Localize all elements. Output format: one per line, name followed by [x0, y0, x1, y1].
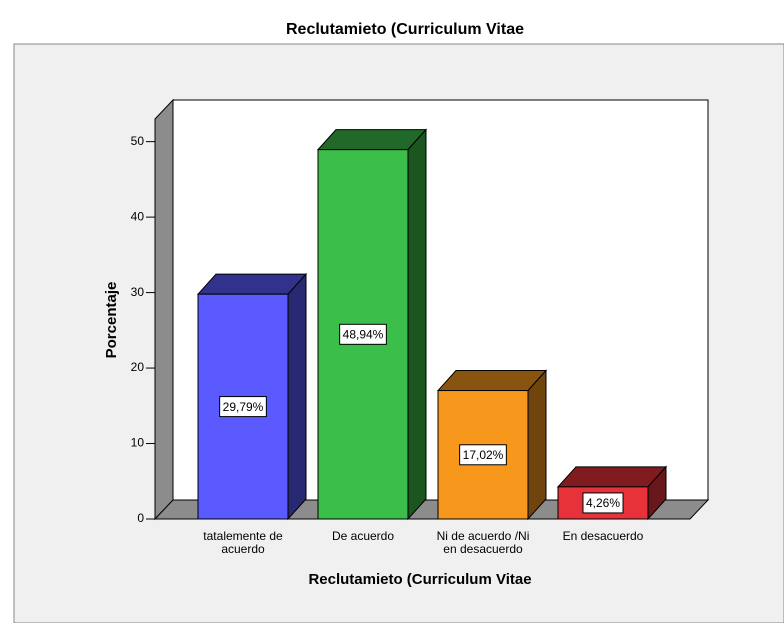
- bar-side: [527, 369, 547, 521]
- y-tick-label: 50: [131, 134, 145, 148]
- value-label: 17,02%: [463, 448, 504, 462]
- y-tick-label: 0: [137, 511, 144, 525]
- value-label-box: [339, 323, 387, 345]
- y-tick-label: 10: [131, 436, 145, 450]
- bar-side: [407, 128, 427, 521]
- value-label: 48,94%: [343, 327, 384, 341]
- value-label: 29,79%: [223, 400, 264, 414]
- bar-top: [436, 370, 548, 392]
- x-tick-label: tatalemente de acuerdo: [203, 529, 283, 556]
- bar-top: [556, 466, 668, 488]
- value-label-box: [219, 396, 267, 418]
- bar-top: [316, 129, 428, 151]
- y-tick-label: 40: [131, 209, 145, 223]
- bar-side: [287, 272, 307, 521]
- bar: [556, 465, 668, 521]
- y-tick-label: 30: [131, 285, 145, 299]
- value-label-box: [582, 492, 624, 514]
- side-wall: [154, 98, 174, 521]
- x-tick-label: Ni de acuerdo /Ni en desacuerdo: [437, 529, 530, 556]
- value-label: 4,26%: [586, 496, 620, 510]
- y-tick-label: 20: [131, 360, 145, 374]
- bar-top: [196, 273, 308, 295]
- chart-title: Reclutamieto (Curriculum Vitae: [286, 21, 524, 38]
- x-tick-label: De acuerdo: [332, 529, 394, 543]
- y-axis-title: Porcentaje: [103, 282, 120, 359]
- value-label-box: [459, 444, 507, 466]
- x-axis-title: Reclutamieto (Curriculum Vitae: [308, 571, 531, 588]
- x-tick-label: En desacuerdo: [563, 529, 644, 543]
- bar: [436, 369, 548, 521]
